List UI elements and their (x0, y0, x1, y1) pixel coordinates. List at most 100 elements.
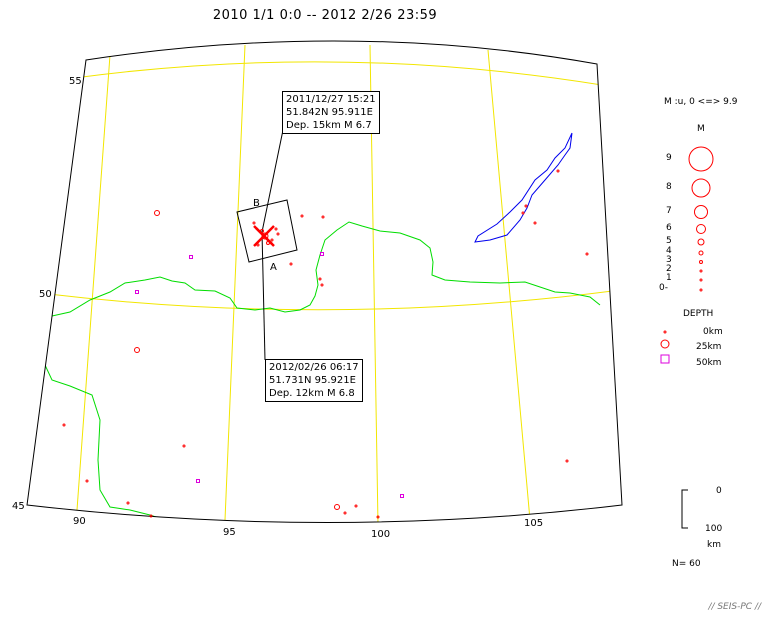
main-shock (253, 225, 275, 247)
mag-symbol-7 (694, 205, 708, 219)
meridian-90 (76, 54, 111, 511)
depth-label: 25km (696, 342, 722, 352)
lon-label-95: 95 (223, 527, 236, 538)
watermark: // SEIS-PC // (708, 602, 761, 612)
mag-symbol-6 (696, 224, 706, 234)
mag-label: 0- (659, 283, 668, 293)
mag-label: 4 (666, 246, 672, 256)
mag-label: 1 (666, 273, 672, 283)
mag-label: 8 (666, 182, 672, 192)
cross-section (236, 129, 298, 361)
epicenter (252, 221, 256, 225)
event-coordinates: 51.842N 95.911E (286, 107, 373, 118)
epicenters (62, 169, 589, 519)
lake-shore (474, 132, 573, 243)
epicenter (354, 504, 358, 508)
event-callout-top[interactable]: 2011/12/27 15:21 51.842N 95.911E Dep. 15… (282, 91, 380, 134)
meridian-105 (487, 49, 531, 521)
latitude-line-55 (59, 61, 621, 89)
epicenter (289, 262, 293, 266)
scale-bottom-label: 100 (705, 524, 723, 534)
depth-label: 0km (703, 327, 723, 337)
map-title: 2010 1/1 0:0 -- 2012 2/26 23:59 (212, 8, 438, 23)
epicenter-deep (320, 252, 324, 256)
scale-unit-label: km (707, 540, 721, 550)
epicenter (134, 347, 140, 353)
epicenter (85, 479, 89, 483)
map-frame (26, 40, 623, 523)
epicenter (318, 277, 322, 281)
epicenter (62, 423, 66, 427)
leader-line-top (261, 129, 284, 233)
epicenter (334, 504, 340, 510)
epicenter (182, 444, 186, 448)
mag-label: 7 (666, 206, 672, 216)
mag-label: 2 (666, 264, 672, 274)
event-datetime: 2011/12/27 15:21 (286, 94, 376, 105)
mag-symbol-0 (699, 288, 703, 292)
epicenter (320, 283, 324, 287)
epicenter (321, 215, 325, 219)
epicenter (521, 211, 525, 215)
epicenter-deep (196, 479, 200, 483)
lon-label-105: 105 (524, 518, 543, 529)
lake-outline (474, 132, 573, 243)
mag-symbol-5 (697, 238, 705, 246)
depth-symbol-50km (660, 354, 670, 364)
epicenter (256, 243, 260, 247)
epicenter (270, 238, 274, 242)
epicenter (300, 214, 304, 218)
epicenter (126, 501, 130, 505)
mag-symbol-3 (699, 260, 703, 264)
mag-label: 3 (666, 255, 672, 265)
lat-label-55: 55 (69, 76, 82, 87)
magnitude-legend-symbols (688, 146, 714, 292)
event-callout-bottom[interactable]: 2012/02/26 06:17 51.731N 95.921E Dep. 12… (265, 359, 363, 402)
epicenter (154, 210, 160, 216)
event-datetime: 2012/02/26 06:17 (269, 362, 359, 373)
epicenter (276, 232, 280, 236)
section-label-b: B (253, 198, 260, 209)
graticule (39, 44, 621, 523)
lon-label-90: 90 (73, 516, 86, 527)
epicenter (376, 515, 380, 519)
leader-line-bottom (261, 231, 266, 361)
epicenter (585, 252, 589, 256)
depth-legend-symbols (660, 330, 670, 364)
mag-label: 6 (666, 223, 672, 233)
epicenter-deep (189, 255, 193, 259)
meridian-95 (224, 44, 246, 521)
main-shock-marker (255, 227, 273, 245)
event-depth-magnitude: Dep. 12km M 6.8 (269, 388, 355, 399)
section-box (236, 199, 298, 263)
epicenter (343, 511, 347, 515)
mag-symbol-4 (698, 250, 704, 256)
epicenter (274, 227, 278, 231)
mag-symbol-9 (688, 146, 714, 172)
scale-top-label: 0 (716, 486, 722, 496)
lon-label-100: 100 (371, 529, 390, 540)
epicenter (533, 221, 537, 225)
event-count: N= 60 (672, 559, 701, 569)
epicenter (524, 204, 528, 208)
mag-label: 5 (666, 236, 672, 246)
depth-scale (681, 489, 688, 529)
magnitude-title: M (697, 124, 705, 134)
magnitude-range: M :u, 0 <=> 9.9 (664, 97, 738, 107)
epicenter (261, 232, 269, 240)
deep-epicenters (135, 252, 404, 498)
epicenter (149, 514, 153, 518)
depth-scale-bar (681, 489, 688, 529)
borders (44, 221, 601, 521)
depth-title: DEPTH (683, 309, 714, 319)
lat-label-45: 45 (12, 501, 25, 512)
border-line (51, 221, 601, 317)
mag-symbol-8 (691, 178, 711, 198)
mag-symbol-1 (699, 278, 703, 282)
event-coordinates: 51.731N 95.921E (269, 375, 356, 386)
event-depth-magnitude: Dep. 15km M 6.7 (286, 120, 372, 131)
lat-label-50: 50 (39, 289, 52, 300)
epicenter (556, 169, 560, 173)
section-label-a: A (270, 262, 277, 273)
